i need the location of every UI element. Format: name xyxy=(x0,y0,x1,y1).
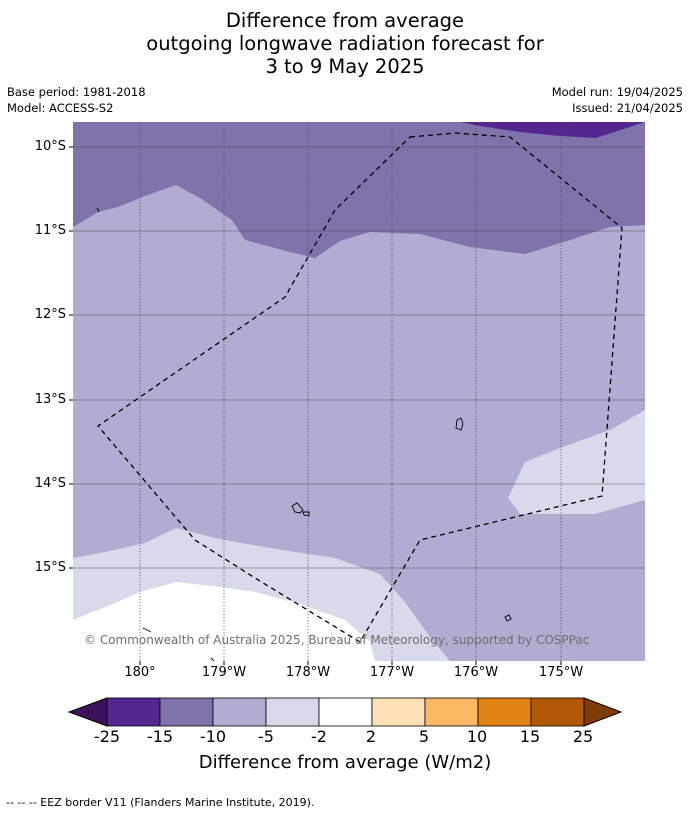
eez-border xyxy=(97,132,623,643)
colorbar-segment xyxy=(530,697,585,727)
model-text: Model: ACCESS-S2 xyxy=(7,101,114,115)
colorbar-extend-low xyxy=(67,697,108,727)
island-outline-central xyxy=(291,502,304,514)
colorbar-segment xyxy=(106,697,161,727)
longitude-label-180: 180° xyxy=(124,665,156,680)
latitude-label-13s: 13°S xyxy=(34,392,66,407)
chart-title-line-3: 3 to 9 May 2025 xyxy=(265,55,425,78)
latitude-label-12s: 12°S xyxy=(34,307,66,322)
colorbar-tick-label: 15 xyxy=(519,727,541,746)
chart-title-line-2: outgoing longwave radiation forecast for xyxy=(146,32,544,55)
colorbar-tick-label: -2 xyxy=(311,727,327,746)
latitude-label-15s: 15°S xyxy=(34,560,66,575)
island-outline-south xyxy=(504,614,512,622)
olr-anomaly-map xyxy=(69,122,645,665)
colorbar-tick-label: 2 xyxy=(365,727,377,746)
latitude-label-10s: 10°S xyxy=(34,139,66,154)
island-outline-northwest xyxy=(96,207,100,213)
island-outline-southwest xyxy=(142,627,152,633)
colorbar-segment xyxy=(477,697,532,727)
copyright-notice: © Commonwealth of Australia 2025, Bureau… xyxy=(84,633,590,647)
chart-title-line-1: Difference from average xyxy=(225,9,465,32)
colorbar-tick-label: 10 xyxy=(466,727,488,746)
latitude-label-14s: 14°S xyxy=(34,476,66,491)
axis-ticks xyxy=(69,146,562,665)
longitude-label-176w: 176°W xyxy=(453,665,499,680)
anomaly-area-minus2-to-minus5-east xyxy=(508,410,645,514)
longitude-label-179w: 179°W xyxy=(201,665,247,680)
island-outline-bottom xyxy=(210,657,215,661)
colorbar-segment xyxy=(265,697,320,727)
colorbar-segment xyxy=(159,697,214,727)
graticule xyxy=(73,122,645,661)
colorbar-tick-label: 25 xyxy=(572,727,594,746)
anomaly-area-minus10-to-minus15 xyxy=(73,122,645,258)
colorbar-tick-label: -10 xyxy=(199,727,227,746)
longitude-label-177w: 177°W xyxy=(369,665,415,680)
map-plot-area xyxy=(73,122,645,661)
longitude-label-175w: 175°W xyxy=(538,665,584,680)
eez-border-footnote: -- -- -- EEZ border V11 (Flanders Marine… xyxy=(6,796,315,809)
colorbar-title: Difference from average (W/m2) xyxy=(198,752,492,773)
longitude-label-178w: 178°W xyxy=(285,665,331,680)
base-period-text: Base period: 1981-2018 xyxy=(7,85,146,99)
model-run-text: Model run: 19/04/2025 xyxy=(551,85,683,99)
island-outline-central-small xyxy=(302,511,310,517)
island-outline-east xyxy=(455,417,464,431)
colorbar-extend-high xyxy=(583,697,623,727)
issued-text: Issued: 21/04/2025 xyxy=(572,101,683,115)
colorbar-segment xyxy=(371,697,426,727)
colorbar-segment xyxy=(318,697,373,727)
colorbar-tick-label: -15 xyxy=(146,727,174,746)
anomaly-area-minus2-to-2 xyxy=(73,582,375,661)
colorbar-segment xyxy=(424,697,479,727)
colorbar-tick-label: -5 xyxy=(258,727,274,746)
latitude-label-11s: 11°S xyxy=(34,223,66,238)
colorbar-segment xyxy=(212,697,267,727)
colorbar-tick-label: -25 xyxy=(93,727,121,746)
anomaly-area-minus15-to-minus25 xyxy=(460,122,645,138)
colorbar-tick-label: 5 xyxy=(418,727,430,746)
